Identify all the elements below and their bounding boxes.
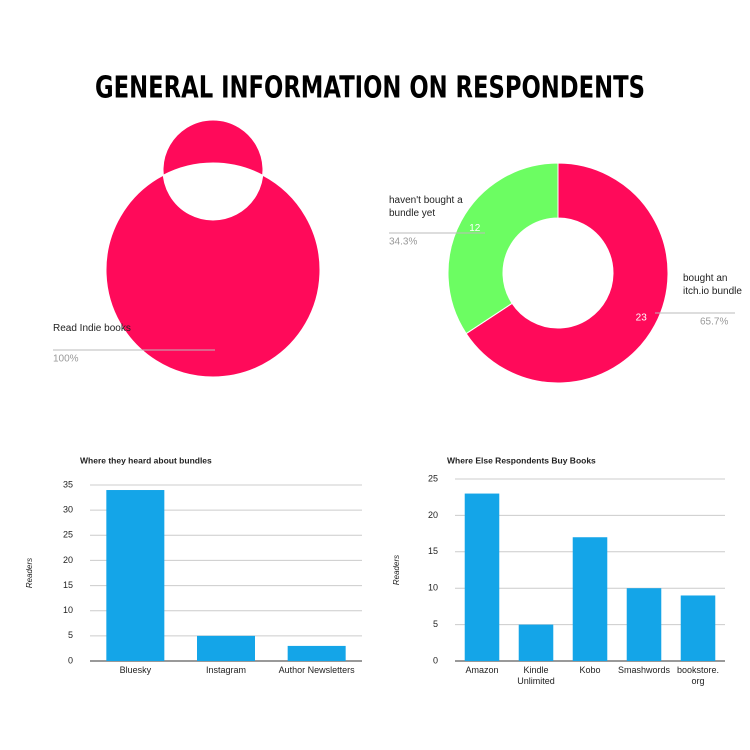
y-tick-label: 25 — [63, 530, 73, 540]
chart-title: Where they heard about bundles — [80, 455, 212, 465]
percent-label: 100% — [53, 354, 79, 365]
slice-value: 12 — [469, 223, 481, 234]
x-tick-label-box: Kindle Unlimited — [517, 665, 555, 686]
bar — [106, 490, 165, 661]
y-tick-label: 35 — [63, 479, 73, 489]
x-tick-label: bookstore. org — [676, 665, 720, 686]
donut-slice — [105, 119, 321, 378]
bar — [464, 493, 500, 661]
chart-title: Where Else Respondents Buy Books — [447, 455, 596, 465]
slice-label-box: haven't bought a bundle yet — [389, 195, 463, 219]
y-tick-label: 0 — [68, 655, 73, 665]
donut-slice — [447, 162, 559, 335]
y-axis-label: Readers — [392, 555, 401, 585]
y-tick-label: 20 — [428, 510, 438, 520]
x-tick-label: Smashwords — [617, 665, 671, 675]
x-tick-label: Amazon — [465, 665, 499, 675]
page-title: GENERAL INFORMATION ON RESPONDENTS — [95, 71, 645, 106]
slice-label-box: bought an itch.io bundle — [683, 273, 742, 297]
x-tick-label: Kindle Unlimited — [517, 665, 555, 686]
y-tick-label: 30 — [63, 505, 73, 515]
x-tick-label: Author Newsletters — [278, 665, 355, 675]
y-tick-label: 5 — [68, 630, 73, 640]
bar — [680, 595, 716, 661]
x-tick-label-box: Instagram — [205, 665, 246, 675]
slice-value: 23 — [636, 312, 648, 323]
x-tick-label-box: Kobo — [579, 665, 601, 675]
x-tick-label: Bluesky — [119, 665, 152, 675]
slice-label: haven't bought a bundle yet — [389, 195, 463, 219]
bar — [197, 635, 255, 661]
y-tick-label: 0 — [433, 655, 438, 665]
y-tick-label: 10 — [63, 605, 73, 615]
percent-label: 65.7% — [700, 317, 728, 328]
slice-label-box: Read Indie books — [53, 323, 131, 334]
y-tick-label: 5 — [433, 619, 438, 629]
percent-label: 34.3% — [389, 237, 417, 248]
bar — [572, 537, 608, 661]
slice-label: Read Indie books — [53, 323, 131, 334]
bar — [287, 645, 346, 661]
x-tick-label-box: Author Newsletters — [278, 665, 355, 675]
y-axis-label: Readers — [25, 558, 34, 588]
donut-slice — [465, 162, 669, 384]
y-tick-label: 10 — [428, 583, 438, 593]
y-tick-label: 20 — [63, 555, 73, 565]
bar — [518, 624, 554, 661]
x-tick-label: Kobo — [579, 665, 601, 675]
y-tick-label: 15 — [63, 580, 73, 590]
x-tick-label: Instagram — [205, 665, 246, 675]
x-tick-label-box: Smashwords — [617, 665, 671, 675]
slice-label: bought an itch.io bundle — [683, 273, 742, 297]
x-tick-label-box: Bluesky — [119, 665, 152, 675]
bar — [626, 588, 662, 661]
y-tick-label: 25 — [428, 473, 438, 483]
x-tick-label-box: bookstore. org — [676, 665, 720, 686]
x-tick-label-box: Amazon — [465, 665, 499, 675]
y-tick-label: 15 — [428, 546, 438, 556]
